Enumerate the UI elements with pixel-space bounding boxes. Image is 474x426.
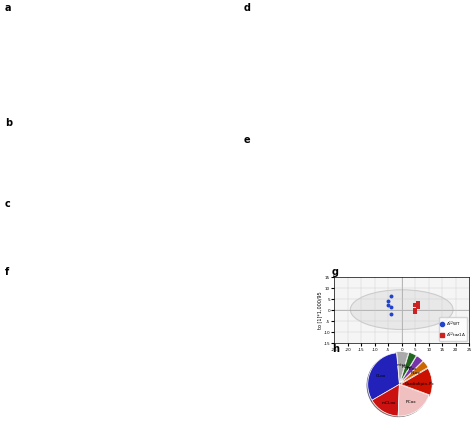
Text: e: e	[244, 135, 251, 145]
Wedge shape	[397, 352, 409, 383]
Point	[414, 304, 422, 311]
Text: a: a	[5, 3, 11, 13]
Wedge shape	[372, 384, 399, 416]
Text: misc: misc	[396, 362, 406, 366]
Text: PEox: PEox	[407, 366, 417, 370]
Text: CLox: CLox	[376, 373, 386, 377]
Text: d: d	[244, 3, 251, 13]
Text: PLox: PLox	[410, 370, 420, 374]
Text: b: b	[5, 118, 12, 128]
Ellipse shape	[350, 290, 453, 330]
Wedge shape	[368, 353, 399, 400]
Point	[411, 302, 419, 309]
Text: PGox: PGox	[402, 364, 413, 368]
Wedge shape	[400, 353, 416, 383]
Text: Cardiolipin-Pc: Cardiolipin-Pc	[405, 381, 435, 385]
Point	[387, 311, 395, 318]
Text: h: h	[332, 343, 339, 354]
Point	[384, 298, 392, 305]
X-axis label: [1]: [1]	[398, 352, 406, 357]
Wedge shape	[401, 361, 428, 383]
Text: mCLox: mCLox	[382, 400, 396, 404]
Text: c: c	[5, 199, 10, 209]
Point	[387, 304, 395, 311]
Text: f: f	[5, 267, 9, 277]
Point	[414, 300, 422, 307]
Legend: $\Delta^{12}$WT, $\Delta^{12}$taz1$\Delta$: $\Delta^{12}$WT, $\Delta^{12}$taz1$\Delt…	[439, 318, 467, 341]
Wedge shape	[401, 356, 423, 383]
Point	[387, 293, 395, 300]
Point	[384, 302, 392, 309]
Wedge shape	[398, 384, 429, 416]
Point	[411, 307, 419, 314]
Text: PCox: PCox	[405, 400, 416, 403]
Point	[411, 309, 419, 316]
Text: g: g	[332, 267, 339, 277]
Y-axis label: to [1]*1,000/95: to [1]*1,000/95	[317, 291, 322, 329]
Wedge shape	[401, 368, 432, 395]
